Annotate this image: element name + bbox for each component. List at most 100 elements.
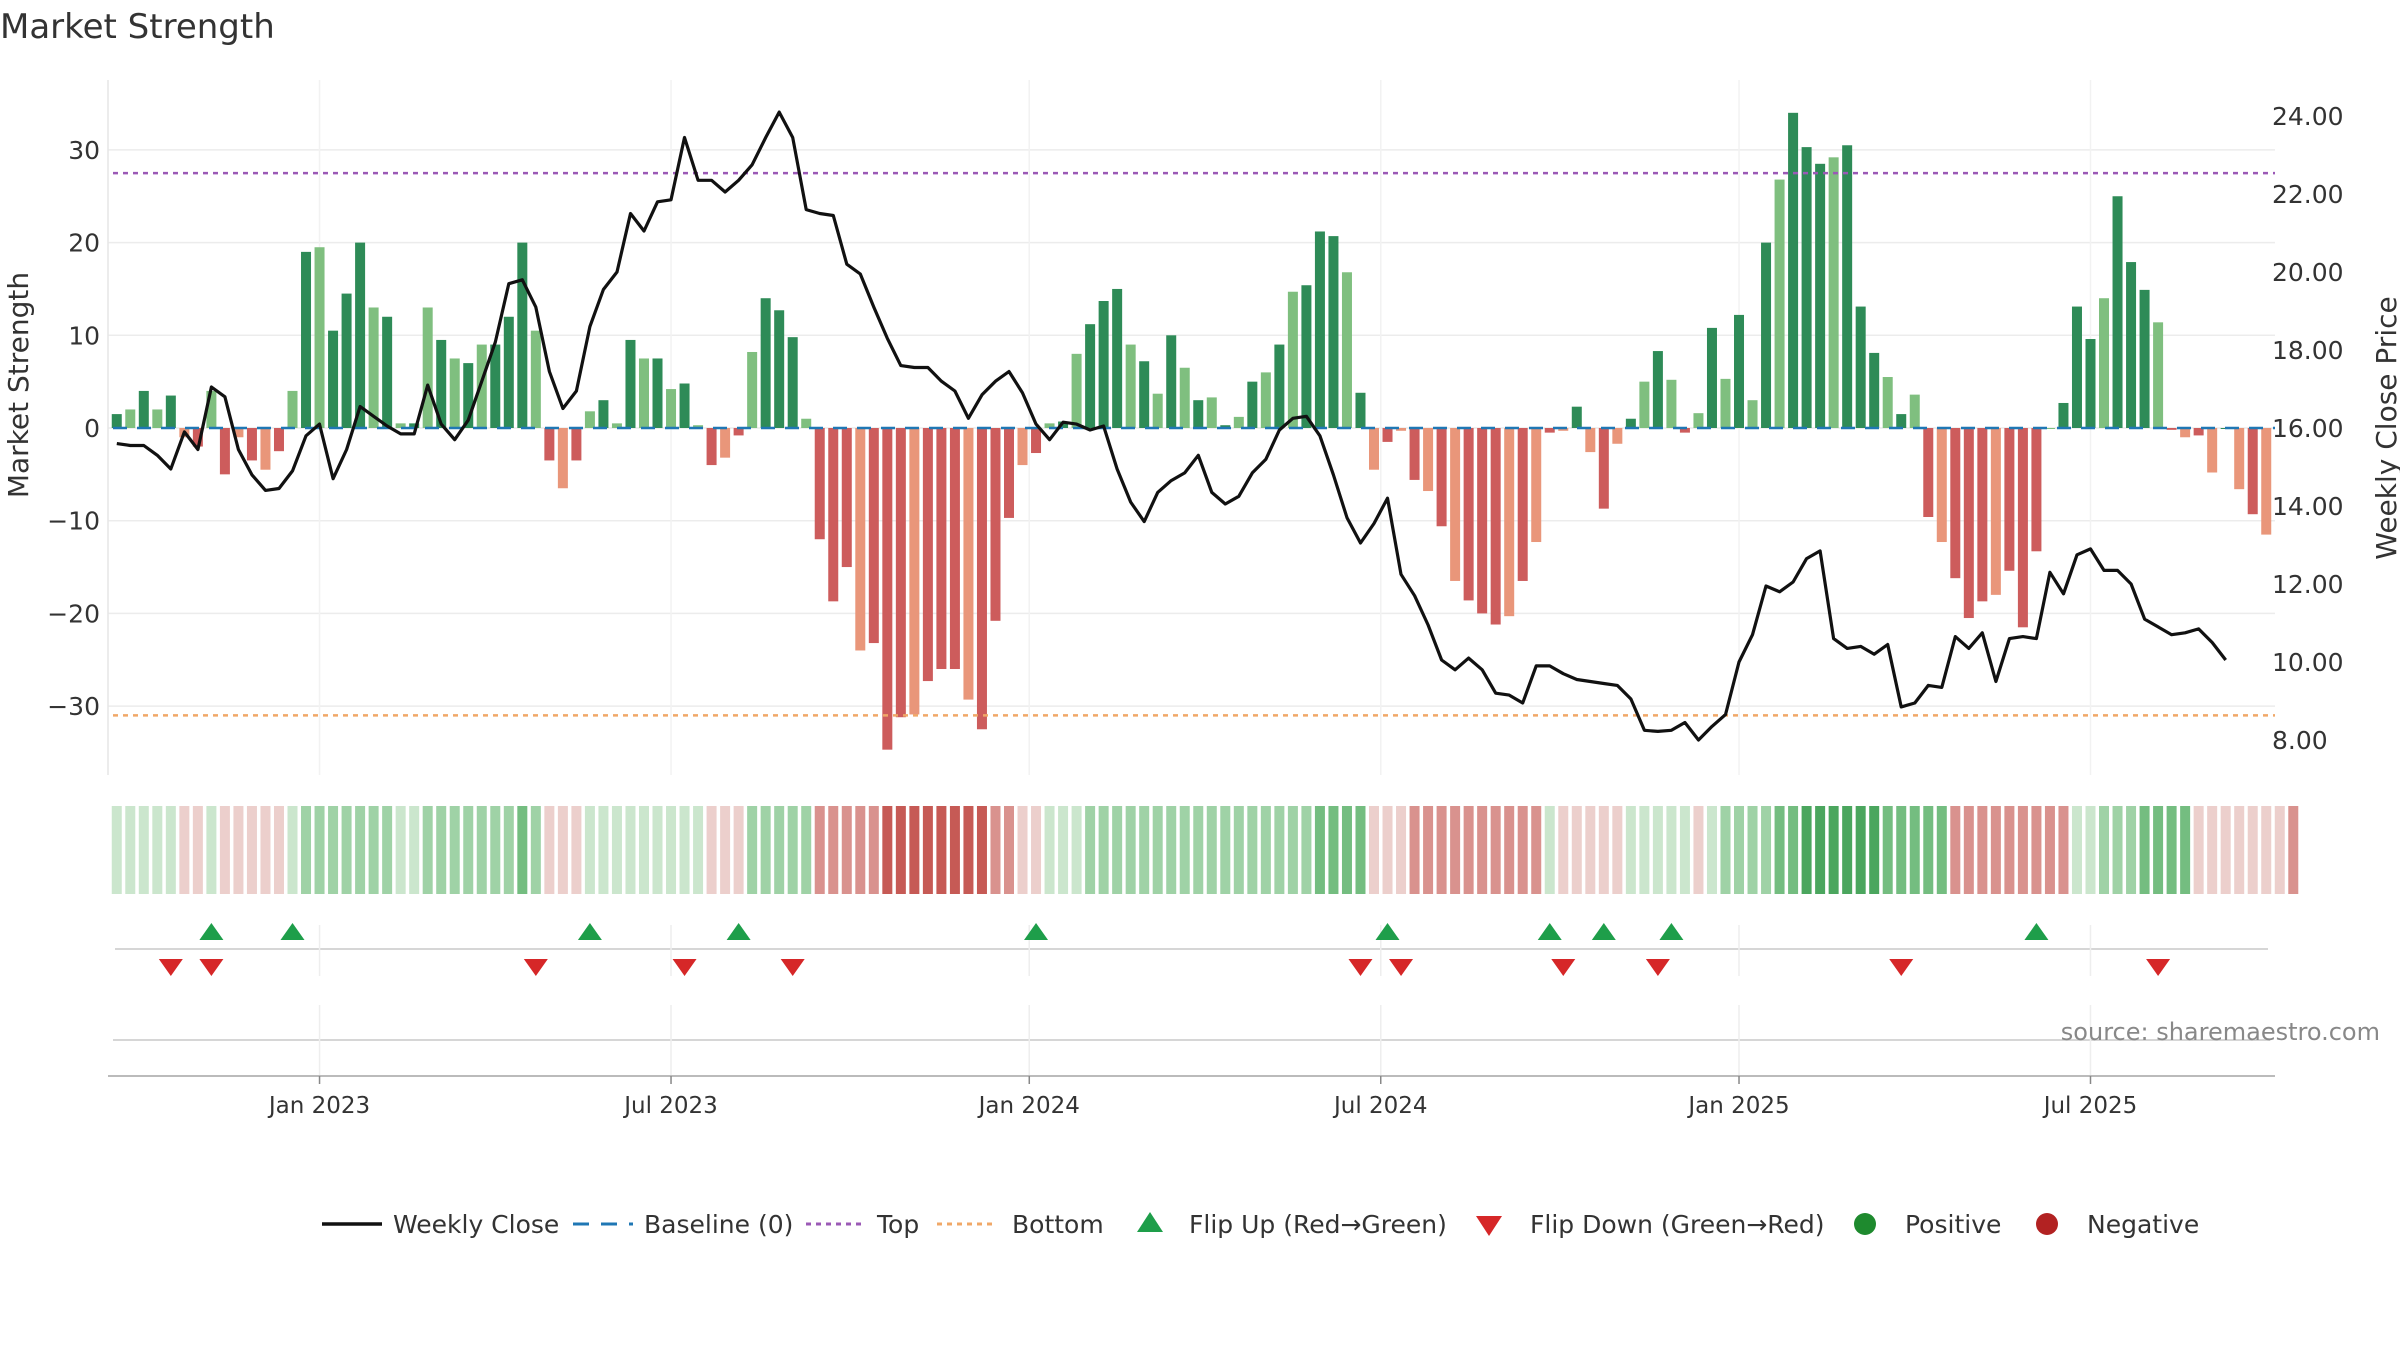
strength-bar [152, 409, 163, 428]
strip-cell [1598, 806, 1609, 894]
strength-bar [530, 330, 541, 428]
strip-cell [1734, 806, 1745, 894]
strength-bar [1882, 377, 1893, 428]
strip-cell [1517, 806, 1528, 894]
strength-bar [976, 428, 987, 730]
strip-cell [1125, 806, 1136, 894]
x-tick-label: Jan 2024 [977, 1093, 1080, 1119]
flip-down-marker [1348, 959, 1373, 976]
strip-cell [1463, 806, 1474, 894]
strength-bar [1220, 425, 1231, 428]
strength-bar [1490, 428, 1501, 625]
strip-cell [1139, 806, 1150, 894]
legend-flip-up-swatch [1137, 1212, 1163, 1232]
y2-tick-label: 22.00 [2272, 180, 2344, 209]
strip-cell [301, 806, 312, 894]
strip-cell [1490, 806, 1501, 894]
flip-up-marker [1375, 923, 1400, 940]
flip-down-marker [672, 959, 697, 976]
strength-bar [733, 428, 744, 436]
strength-bar [206, 390, 217, 428]
strip-cell [787, 806, 798, 894]
strip-cell [584, 806, 595, 894]
strip-cell [2017, 806, 2028, 894]
strip-cell [882, 806, 893, 894]
y2-tick-label: 12.00 [2272, 570, 2344, 599]
y-tick-label: −30 [47, 692, 100, 721]
legend-negative-label: Negative [2087, 1210, 2199, 1239]
strip-cell [2139, 806, 2150, 894]
strength-bar [1720, 378, 1731, 428]
strength-bar [1639, 381, 1650, 428]
strip-cell [1801, 806, 1812, 894]
strip-cell [1382, 806, 1393, 894]
legend-baseline-label: Baseline (0) [644, 1210, 793, 1239]
flip-down-marker [780, 959, 805, 976]
strength-bar [2004, 428, 2015, 571]
strength-bar [395, 423, 406, 428]
strength-bar [138, 390, 149, 428]
strength-bar [1977, 428, 1988, 602]
strip-cell [125, 806, 136, 894]
strip-cell [1017, 806, 1028, 894]
strength-bar [1382, 428, 1393, 442]
strip-cell [1923, 806, 1934, 894]
strip-cell [2044, 806, 2055, 894]
strip-cell [1963, 806, 1974, 894]
strip-cell [760, 806, 771, 894]
legend-positive-swatch [1854, 1213, 1876, 1235]
strip-cell [679, 806, 690, 894]
strength-bar [1463, 428, 1474, 601]
y2-tick-label: 14.00 [2272, 492, 2344, 521]
y2-tick-label: 24.00 [2272, 102, 2344, 131]
strength-bar [1706, 327, 1717, 428]
y-tick-label: 10 [68, 321, 100, 350]
strength-bar [1652, 351, 1663, 428]
strip-cell [1301, 806, 1312, 894]
strip-cell [1788, 806, 1799, 894]
strip-cell [1855, 806, 1866, 894]
strip-cell [544, 806, 555, 894]
strength-bar [165, 395, 176, 428]
strength-bar [111, 414, 122, 428]
strip-cell [2288, 806, 2299, 894]
strip-cell [422, 806, 433, 894]
strip-cell [2207, 806, 2218, 894]
strength-bar [1341, 272, 1352, 428]
strip-cell [1003, 806, 1014, 894]
strip-cell [936, 806, 947, 894]
strip-cell [638, 806, 649, 894]
strip-cell [246, 806, 257, 894]
flip-down-marker [2146, 959, 2171, 976]
strip-cell [747, 806, 758, 894]
strip-cell [1355, 806, 1366, 894]
strip-cell [1450, 806, 1461, 894]
strip-cell [138, 806, 149, 894]
strip-cell [1247, 806, 1258, 894]
strip-cell [355, 806, 366, 894]
y-tick-label: 30 [68, 136, 100, 165]
chart-title: Market Strength [0, 7, 275, 47]
strength-bar [693, 425, 704, 428]
strip-cell [706, 806, 717, 894]
strength-bar [1869, 352, 1880, 428]
strip-cell [2220, 806, 2231, 894]
strength-bar [2058, 402, 2069, 428]
strip-cell [287, 806, 298, 894]
strength-bar [1355, 392, 1366, 428]
strength-bar [747, 351, 758, 428]
strength-bar [260, 428, 271, 470]
strength-bar [1571, 406, 1582, 428]
strength-bar [2247, 428, 2258, 515]
strength-bar [571, 428, 582, 461]
strength-bar [1815, 163, 1826, 428]
strip-cell [1477, 806, 1488, 894]
strip-cell [1882, 806, 1893, 894]
y2-tick-label: 8.00 [2272, 726, 2328, 755]
strip-cell [949, 806, 960, 894]
strength-bar [2071, 306, 2082, 428]
strength-bar [301, 251, 312, 428]
strength-bar [1112, 288, 1123, 428]
strip-cell [1693, 806, 1704, 894]
